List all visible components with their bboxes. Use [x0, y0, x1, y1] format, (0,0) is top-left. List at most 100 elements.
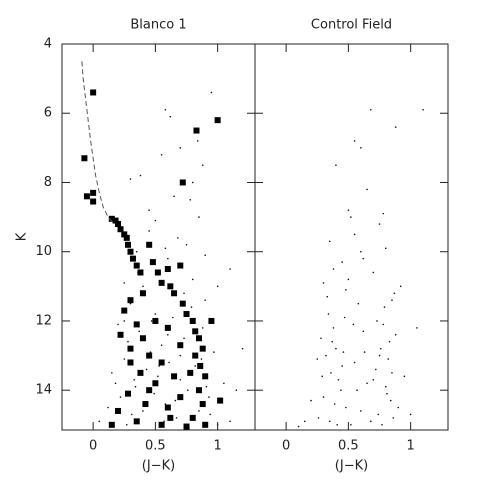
member-star [81, 155, 88, 162]
star [200, 358, 203, 360]
star [173, 195, 175, 198]
star [322, 396, 325, 398]
star [304, 420, 306, 423]
star [387, 358, 390, 360]
member-star [202, 373, 209, 380]
star [167, 257, 169, 260]
panel-frame [61, 43, 256, 431]
star [350, 424, 352, 426]
member-star [177, 262, 184, 269]
star [403, 375, 406, 378]
star [179, 147, 182, 149]
star [392, 417, 395, 419]
x-tick-label: 0.5 [145, 439, 166, 454]
member-star [158, 279, 165, 286]
plot-area [81, 61, 244, 430]
member-star [164, 324, 171, 331]
star [362, 330, 365, 333]
y-tick-label: 4 [44, 37, 52, 52]
panel-title: Control Field [311, 18, 392, 33]
member-star [83, 193, 90, 200]
member-star [179, 300, 186, 307]
x-tick-label: 0 [89, 439, 97, 454]
star [139, 174, 142, 177]
star [150, 320, 153, 322]
member-star [199, 345, 206, 352]
star [327, 313, 330, 315]
star [297, 425, 300, 428]
star [167, 333, 169, 336]
star [391, 372, 393, 374]
star [360, 410, 362, 412]
star [129, 302, 132, 305]
star [422, 108, 424, 111]
member-star [154, 269, 161, 276]
star [320, 337, 322, 340]
member-star [152, 380, 159, 387]
member-star [137, 269, 144, 276]
x-tick-label: 0 [282, 439, 290, 454]
star [164, 108, 167, 111]
star [360, 250, 362, 253]
star [145, 368, 148, 371]
member-star [133, 262, 140, 269]
star [389, 399, 392, 402]
member-star [171, 373, 178, 380]
x-axis-label: (J−K) [335, 459, 368, 474]
star [374, 368, 377, 371]
star [114, 382, 117, 385]
star [383, 306, 386, 308]
member-star [167, 414, 174, 421]
star [123, 282, 126, 284]
star [382, 212, 385, 215]
star [127, 340, 129, 343]
star [148, 209, 150, 211]
star [160, 344, 163, 346]
star [135, 250, 138, 253]
star [130, 413, 133, 416]
member-star [121, 307, 128, 314]
star [194, 365, 197, 367]
member-star [167, 283, 174, 290]
star [209, 413, 211, 416]
star [353, 361, 356, 364]
star [325, 354, 327, 357]
star [393, 292, 396, 295]
x-axis-label: (J−K) [142, 459, 175, 474]
member-star [146, 387, 153, 394]
star [347, 278, 350, 281]
member-star [152, 317, 159, 324]
star [366, 188, 368, 191]
member-star [108, 421, 115, 428]
star [366, 382, 368, 385]
member-star [193, 127, 200, 134]
member-star [195, 387, 202, 394]
star [378, 223, 381, 225]
star [148, 230, 150, 232]
star [376, 320, 378, 322]
star [111, 372, 113, 374]
member-star [115, 221, 122, 228]
star [317, 417, 320, 419]
star [204, 254, 206, 256]
member-star [117, 226, 124, 233]
member-star [192, 328, 199, 335]
y-tick-label: 14 [35, 383, 52, 398]
star [186, 389, 189, 391]
y-tick-label: 10 [35, 244, 52, 259]
member-star [121, 231, 128, 238]
star [328, 240, 331, 243]
star [191, 181, 194, 184]
x-tick-label: 0.5 [338, 439, 359, 454]
member-star [124, 390, 131, 397]
star [310, 399, 312, 402]
star [342, 351, 345, 353]
star [341, 261, 343, 263]
panel-frame [254, 43, 449, 431]
member-star [123, 234, 130, 241]
star [326, 295, 329, 298]
star [123, 320, 126, 322]
member-star [127, 297, 134, 304]
panel-title: Blanco 1 [130, 18, 186, 33]
star [241, 347, 244, 350]
